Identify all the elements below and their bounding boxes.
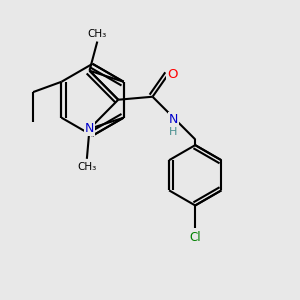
Text: CH₃: CH₃ xyxy=(77,162,97,172)
Text: Cl: Cl xyxy=(189,231,201,244)
Text: CH₃: CH₃ xyxy=(88,29,107,39)
Text: N: N xyxy=(169,112,178,126)
Text: H: H xyxy=(169,127,178,137)
Text: O: O xyxy=(167,68,178,81)
Text: N: N xyxy=(85,122,94,135)
